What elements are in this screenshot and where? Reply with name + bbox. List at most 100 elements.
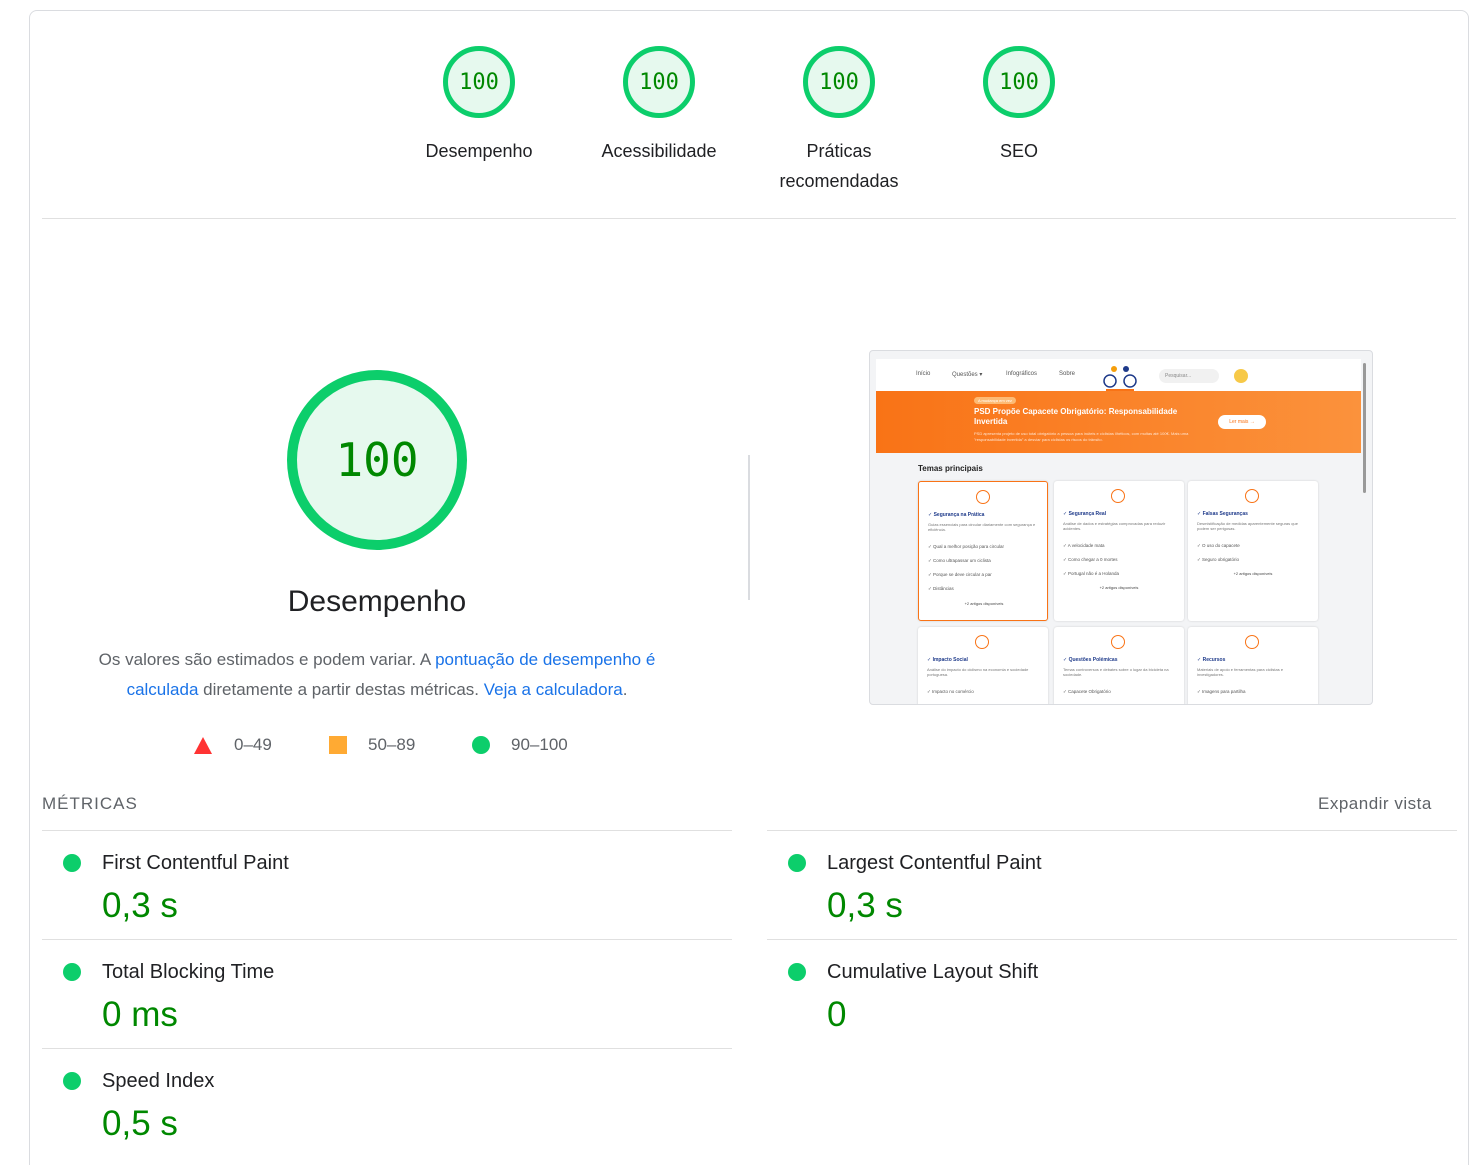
thumb-card-title: ✓ Segurança Real — [1063, 511, 1107, 517]
metric-name: Total Blocking Time — [102, 961, 275, 983]
thumb-card-item: ✓ Capacete Obrigatório — [1063, 689, 1111, 694]
thumb-card-item: ✓ Portugal não é a Holanda — [1063, 571, 1120, 576]
thumb-card-item: ✓ Como ultrapassar um ciclista — [928, 558, 991, 563]
legend-range: 50–89 — [368, 735, 416, 754]
legend-average: 50–89 — [329, 735, 415, 755]
thumb-card-more: +2 artigos disponíveis — [1233, 571, 1273, 576]
desc-text: Os valores são estimados e podem variar.… — [98, 650, 436, 669]
thumb-card: ✓ Falsas Seguranças Desmistificação de m… — [1188, 481, 1318, 621]
metric-value: 0,3 s — [102, 886, 178, 925]
thumb-card-item: ✓ O uso do capacete — [1197, 543, 1240, 548]
thumb-nav-item: Sobre — [1059, 371, 1076, 377]
triangle-icon — [194, 736, 212, 754]
thumb-card-item: ✓ Seguro obrigatório — [1197, 557, 1240, 562]
book-icon — [1245, 635, 1259, 649]
thumb-card-item: ✓ Imagens para partilha — [1197, 689, 1246, 694]
score-calculation-link[interactable]: pontuação de desempenho é calculada — [126, 650, 656, 699]
performance-description: Os valores são estimados e podem variar.… — [70, 645, 684, 705]
gauge-label: SEO — [999, 141, 1038, 161]
metric-value: 0,5 s — [102, 1104, 178, 1143]
metric-lcp[interactable]: Largest Contentful Paint 0,3 s — [767, 830, 1457, 939]
metric-value: 0 — [827, 995, 847, 1034]
thumb-nav-item: Questões ▾ — [952, 372, 983, 378]
pass-circle-icon — [63, 963, 81, 981]
gauge-label: Desempenho — [425, 141, 533, 161]
bicycle-logo-icon — [1103, 366, 1137, 393]
thumb-card-desc: Análise de dados e estratégias comprovad… — [1063, 521, 1166, 531]
chart-icon — [975, 635, 989, 649]
thumb-hero-button: Ler mais → — [1218, 415, 1266, 429]
shield-icon — [1111, 489, 1125, 503]
metric-fcp[interactable]: First Contentful Paint 0,3 s — [42, 830, 732, 939]
gauge-label: Acessibilidade — [601, 141, 717, 161]
thumb-search: Pesquisar... — [1159, 369, 1219, 383]
thumb-card-title: ✓ Falsas Seguranças — [1197, 511, 1248, 517]
thumb-hero: A mudança em vez PSD Propõe Capacete Obr… — [876, 391, 1361, 453]
square-icon — [329, 736, 347, 754]
divider-vertical — [748, 455, 750, 600]
gauge-seo[interactable]: 100 SEO — [939, 46, 1099, 166]
thumb-navbar: Início Questões ▾ Infográficos Sobre Pes… — [876, 359, 1361, 393]
thumb-card: ✓ Recursos Materiais de apoio e ferramen… — [1188, 627, 1318, 704]
thumb-section-title: Temas principais — [918, 464, 983, 473]
thumb-card-title: ✓ Segurança na Prática — [928, 512, 985, 518]
metrics-heading: MÉTRICAS — [42, 794, 138, 813]
circle-icon — [472, 736, 490, 754]
gauge-best-practices[interactable]: 100 Práticas recomendadas — [759, 46, 919, 196]
thumb-card: ✓ Segurança Real Análise de dados e estr… — [1054, 481, 1184, 621]
performance-title: Desempenho — [287, 585, 467, 618]
performance-ring: 100 — [287, 370, 467, 550]
legend-range: 0–49 — [234, 735, 272, 754]
metric-si[interactable]: Speed Index 0,5 s — [42, 1048, 732, 1157]
metric-tbt[interactable]: Total Blocking Time 0 ms — [42, 939, 732, 1048]
chat-icon — [1111, 635, 1125, 649]
gauge-score: 100 — [639, 69, 679, 95]
gauge-ring: 100 — [983, 46, 1055, 118]
metric-cls[interactable]: Cumulative Layout Shift 0 — [767, 939, 1457, 1048]
warning-icon — [1245, 489, 1259, 503]
divider — [42, 218, 1456, 219]
gauge-ring: 100 — [623, 46, 695, 118]
thumb-card-desc: Desmistificação de medidas aparentemente… — [1197, 521, 1298, 531]
category-gauges: 100 Desempenho 100 Acessibilidade 100 Pr… — [0, 0, 1481, 200]
sun-icon — [1234, 369, 1248, 383]
thumb-card-desc: Materiais de apoio e ferramentas para ci… — [1197, 667, 1284, 677]
metric-name: Speed Index — [102, 1070, 215, 1092]
performance-score: 100 — [335, 433, 419, 487]
metric-value: 0 ms — [102, 995, 178, 1034]
thumb-card-item: ✓ Qual a melhor posição para circular — [928, 544, 1005, 549]
thumb-card: ✓ Segurança na Prática Guias essenciais … — [918, 481, 1048, 621]
thumb-card-title: ✓ Impacto Social — [927, 657, 968, 663]
thumb-nav-item: Infográficos — [1006, 371, 1038, 377]
gauge-score: 100 — [819, 69, 859, 95]
thumb-card-more: +2 artigos disponíveis — [1099, 585, 1139, 590]
gauge-performance[interactable]: 100 Desempenho — [399, 46, 559, 166]
thumb-card-item: ✓ A velocidade mata — [1063, 543, 1105, 548]
final-screenshot[interactable]: Início Questões ▾ Infográficos Sobre Pes… — [869, 350, 1373, 705]
metric-value: 0,3 s — [827, 886, 903, 925]
thumb-card-item: ✓ Impacto no comércio — [927, 689, 974, 694]
calculator-link[interactable]: Veja a calculadora — [483, 680, 623, 699]
desc-text: diretamente a partir destas métricas. — [198, 680, 484, 699]
gauge-accessibility[interactable]: 100 Acessibilidade — [579, 46, 739, 166]
thumb-card: ✓ Impacto Social Análise do impacto do c… — [918, 627, 1048, 704]
gauge-score: 100 — [999, 69, 1039, 95]
expand-view-button[interactable]: Expandir vista — [1318, 794, 1432, 813]
thumb-hero-subtitle: PSD apresenta projeto de uso total obrig… — [974, 431, 1189, 442]
legend-pass: 90–100 — [472, 735, 568, 755]
pass-circle-icon — [788, 854, 806, 872]
pass-circle-icon — [63, 1072, 81, 1090]
pass-circle-icon — [63, 854, 81, 872]
legend-fail: 0–49 — [194, 735, 272, 755]
thumb-card-title: ✓ Recursos — [1197, 657, 1226, 663]
thumb-card: ✓ Questões Polémicas Temas controversos … — [1054, 627, 1184, 704]
thumb-card-desc: Temas controversos e debates sobre o lug… — [1063, 667, 1169, 677]
thumb-card-title: ✓ Questões Polémicas — [1063, 657, 1118, 663]
legend-range: 90–100 — [511, 735, 568, 754]
thumb-scrollbar — [1363, 363, 1366, 493]
thumb-hero-title: PSD Propõe Capacete Obrigatório: Respons… — [974, 407, 1178, 426]
pass-circle-icon — [788, 963, 806, 981]
thumb-card-desc: Guias essenciais para circular diariamen… — [928, 522, 1036, 532]
thumb-card-item: ✓ Distâncias — [928, 586, 954, 591]
gauge-score: 100 — [459, 69, 499, 95]
